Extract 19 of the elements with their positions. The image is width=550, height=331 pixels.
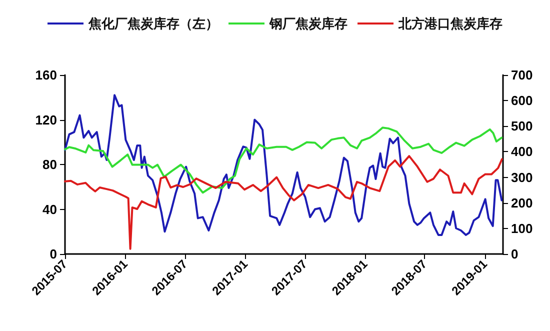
line-series [64,94,503,236]
y2-tick-label: 600 [511,93,533,108]
y2-tick-label: 300 [511,170,533,185]
y2-tick-label: 400 [511,144,533,160]
legend-label: 北方港口焦炭库存 [398,16,502,31]
y2-tick-label: 500 [511,118,533,134]
line-series [64,126,503,194]
y-tick-label: 40 [42,202,57,217]
y2-tick-label: 0 [511,246,518,262]
y2-tick-label: 200 [511,195,533,210]
y-tick-label: 160 [35,68,57,82]
legend-label: 焦化厂焦炭库存（左） [88,16,218,31]
y2-tick-label: 700 [511,68,533,82]
line-series [64,155,504,250]
y-tick-label: 80 [42,157,57,172]
legend-label: 钢厂焦炭库存 [268,16,348,31]
y-tick-label: 0 [50,246,57,262]
y-tick-label: 120 [35,112,57,128]
y2-tick-label: 100 [511,220,533,236]
